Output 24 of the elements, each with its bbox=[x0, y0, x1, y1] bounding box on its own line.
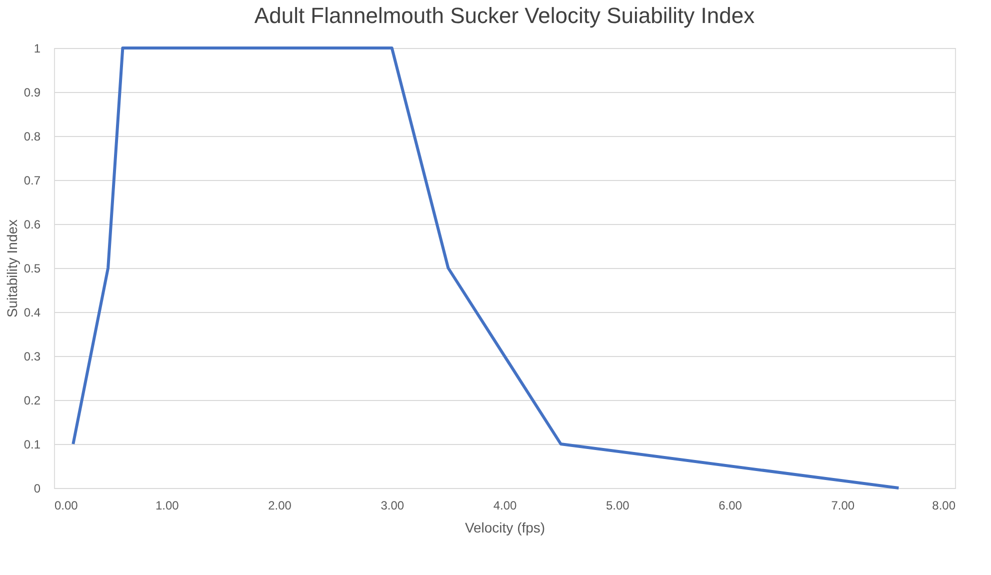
y-tick-label: 0.4 bbox=[24, 306, 41, 320]
x-tick-label: 5.00 bbox=[606, 498, 630, 512]
x-tick-label: 4.00 bbox=[493, 498, 517, 512]
y-tick-label: 0.1 bbox=[24, 438, 41, 452]
y-tick-label: 0.9 bbox=[24, 86, 41, 100]
y-axis-title: Suitability Index bbox=[4, 219, 20, 318]
x-tick-label: 8.00 bbox=[932, 498, 956, 512]
y-tick-label: 0.6 bbox=[24, 218, 41, 232]
x-tick-label: 6.00 bbox=[718, 498, 742, 512]
y-tick-label: 1 bbox=[34, 42, 41, 56]
x-tick-label: 1.00 bbox=[155, 498, 180, 512]
x-tick-label: 7.00 bbox=[831, 498, 855, 512]
y-tick-label: 0.2 bbox=[24, 394, 41, 408]
y-tick-label: 0.3 bbox=[24, 350, 41, 364]
chart-title: Adult Flannelmouth Sucker Velocity Suiability Index bbox=[254, 3, 755, 28]
x-tick-label: 2.00 bbox=[268, 498, 292, 512]
x-axis-title: Velocity (fps) bbox=[464, 520, 546, 536]
x-tick-label: 3.00 bbox=[380, 498, 404, 512]
y-tick-label: 0.7 bbox=[24, 174, 41, 188]
y-tick-label: 0.8 bbox=[24, 130, 41, 144]
y-tick-label: 0.5 bbox=[24, 262, 41, 276]
x-tick-label: 0.00 bbox=[54, 498, 78, 512]
y-tick-label: 0 bbox=[34, 482, 41, 496]
line-series bbox=[72, 46, 900, 490]
